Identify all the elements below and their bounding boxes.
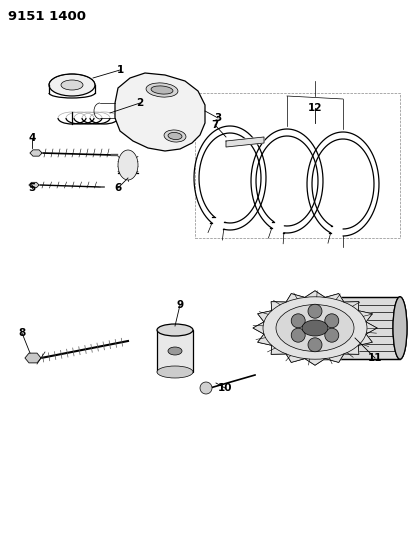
Ellipse shape: [393, 297, 407, 359]
Polygon shape: [29, 182, 39, 188]
Ellipse shape: [302, 320, 328, 336]
Text: 12: 12: [308, 103, 322, 113]
Circle shape: [308, 304, 322, 318]
Text: 2: 2: [136, 98, 143, 108]
Circle shape: [291, 314, 305, 328]
Text: 9151 1400: 9151 1400: [8, 10, 86, 23]
Text: 4: 4: [28, 133, 36, 143]
Bar: [157, 330, 193, 372]
Circle shape: [308, 338, 322, 352]
Circle shape: [325, 328, 339, 342]
Text: 3: 3: [215, 113, 222, 123]
Ellipse shape: [61, 80, 83, 90]
Text: 7: 7: [211, 120, 219, 130]
Ellipse shape: [168, 347, 182, 355]
Text: 1: 1: [116, 65, 124, 75]
Polygon shape: [115, 73, 205, 151]
Polygon shape: [226, 137, 264, 147]
Text: 6: 6: [114, 183, 122, 193]
Ellipse shape: [168, 133, 182, 140]
Ellipse shape: [146, 83, 178, 97]
Ellipse shape: [276, 304, 354, 351]
Text: 9: 9: [176, 300, 184, 310]
Ellipse shape: [164, 130, 186, 142]
Polygon shape: [253, 291, 377, 365]
Ellipse shape: [118, 150, 138, 180]
Ellipse shape: [393, 297, 407, 359]
Text: 8: 8: [18, 328, 25, 338]
Polygon shape: [25, 353, 41, 363]
Text: 5: 5: [28, 183, 36, 193]
Text: 11: 11: [368, 353, 382, 363]
Ellipse shape: [49, 74, 95, 96]
Bar: [195, 93, 400, 238]
Polygon shape: [253, 291, 377, 365]
Polygon shape: [30, 150, 42, 156]
Circle shape: [200, 382, 212, 394]
Circle shape: [325, 314, 339, 328]
Ellipse shape: [151, 86, 173, 94]
Ellipse shape: [157, 366, 193, 378]
Ellipse shape: [157, 324, 193, 336]
Circle shape: [291, 328, 305, 342]
Text: 10: 10: [218, 383, 232, 393]
Bar: [315, 297, 400, 359]
